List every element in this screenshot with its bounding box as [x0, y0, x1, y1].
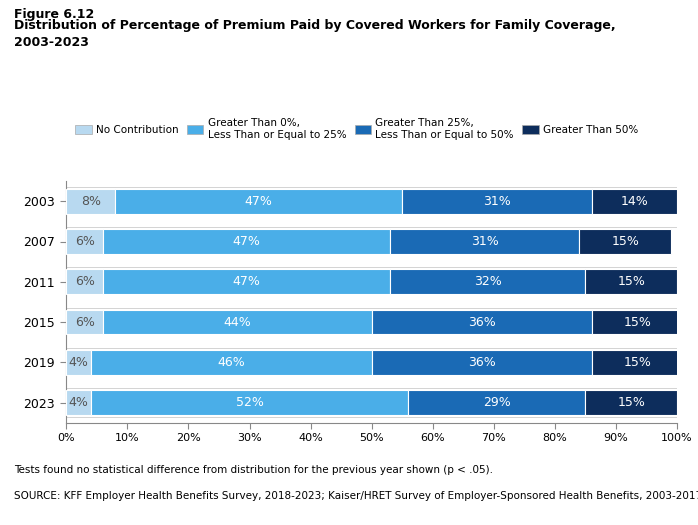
Bar — [103, 269, 390, 294]
Text: Tests found no statistical difference from distribution for the previous year sh: Tests found no statistical difference fr… — [14, 465, 493, 475]
Bar — [586, 390, 677, 415]
Text: 44%: 44% — [223, 316, 251, 329]
Text: SOURCE: KFF Employer Health Benefits Survey, 2018-2023; Kaiser/HRET Survey of Em: SOURCE: KFF Employer Health Benefits Sur… — [14, 491, 698, 501]
Text: 6%: 6% — [75, 275, 94, 288]
Bar — [592, 310, 683, 334]
Bar — [390, 269, 586, 294]
Text: 15%: 15% — [623, 356, 651, 369]
Bar — [103, 310, 371, 334]
Text: 36%: 36% — [468, 356, 496, 369]
Text: 8%: 8% — [81, 195, 101, 208]
Text: 14%: 14% — [621, 195, 648, 208]
Bar — [402, 189, 592, 214]
Bar — [66, 269, 103, 294]
Text: Figure 6.12: Figure 6.12 — [14, 8, 94, 21]
Bar — [579, 229, 671, 254]
Legend: No Contribution, Greater Than 0%,
Less Than or Equal to 25%, Greater Than 25%,
L: No Contribution, Greater Than 0%, Less T… — [75, 118, 639, 140]
Text: 15%: 15% — [617, 396, 645, 409]
Text: 15%: 15% — [617, 275, 645, 288]
Bar — [66, 189, 115, 214]
Bar — [371, 310, 592, 334]
Text: 31%: 31% — [483, 195, 511, 208]
Bar — [91, 350, 371, 375]
Bar — [103, 229, 390, 254]
Text: 52%: 52% — [236, 396, 263, 409]
Text: 6%: 6% — [75, 316, 94, 329]
Text: 6%: 6% — [75, 235, 94, 248]
Text: 47%: 47% — [232, 235, 260, 248]
Text: Distribution of Percentage of Premium Paid by Covered Workers for Family Coverag: Distribution of Percentage of Premium Pa… — [14, 19, 616, 49]
Bar — [66, 310, 103, 334]
Text: 32%: 32% — [474, 275, 502, 288]
Text: 46%: 46% — [217, 356, 245, 369]
Text: 36%: 36% — [468, 316, 496, 329]
Bar — [371, 350, 592, 375]
Bar — [115, 189, 402, 214]
Text: 29%: 29% — [483, 396, 511, 409]
Bar — [592, 189, 677, 214]
Text: 4%: 4% — [68, 356, 89, 369]
Bar — [592, 350, 683, 375]
Bar — [91, 390, 408, 415]
Text: 15%: 15% — [611, 235, 639, 248]
Text: 47%: 47% — [232, 275, 260, 288]
Bar — [586, 269, 677, 294]
Bar — [408, 390, 586, 415]
Bar — [66, 350, 91, 375]
Bar — [66, 390, 91, 415]
Bar — [66, 229, 103, 254]
Text: 47%: 47% — [245, 195, 273, 208]
Text: 4%: 4% — [68, 396, 89, 409]
Text: 15%: 15% — [623, 316, 651, 329]
Text: 31%: 31% — [470, 235, 498, 248]
Bar — [390, 229, 579, 254]
